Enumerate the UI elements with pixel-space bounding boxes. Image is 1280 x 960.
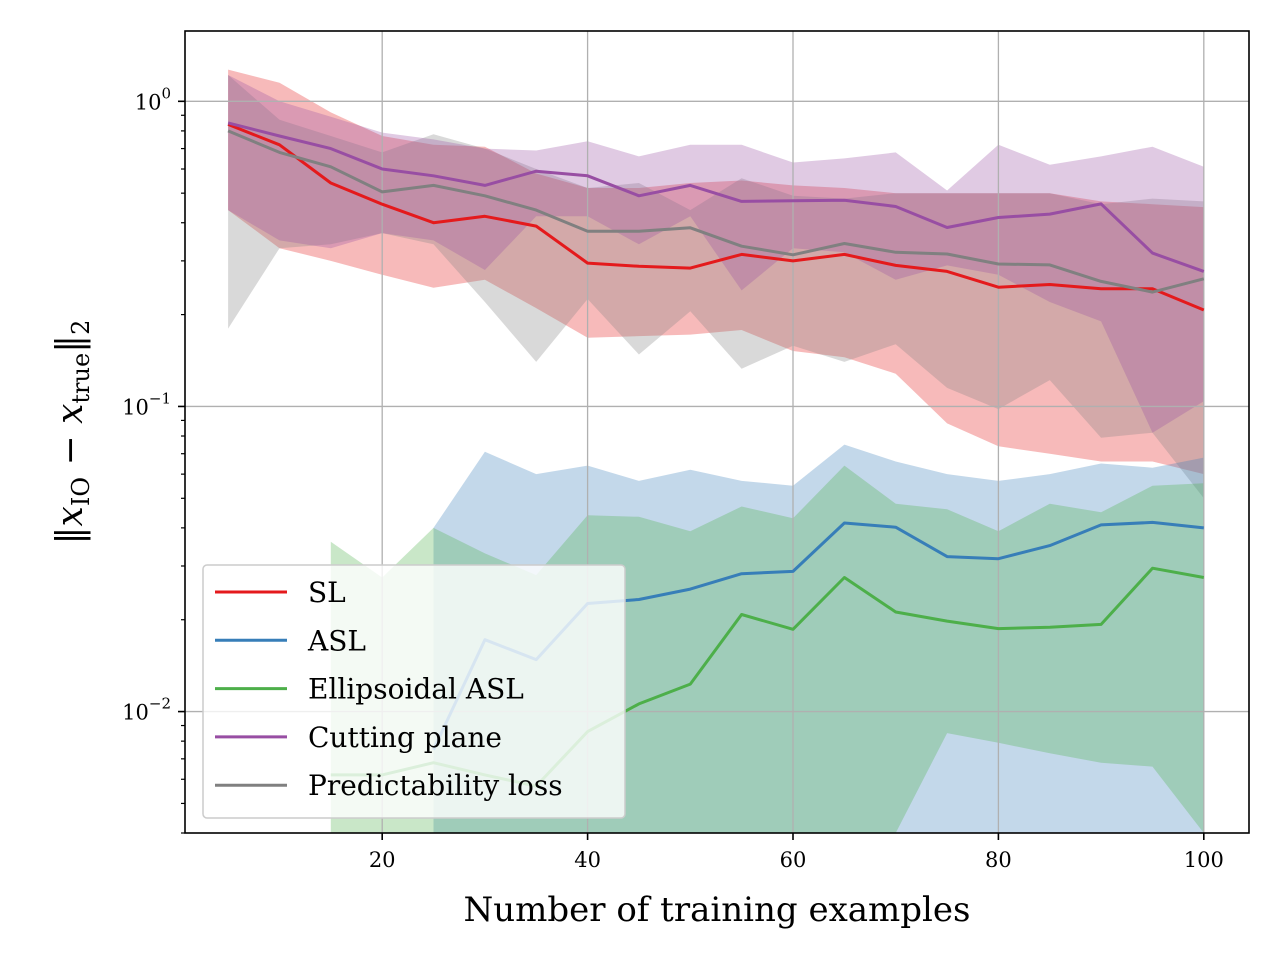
plot-frame bbox=[184, 30, 1250, 834]
ylabel-norm-open: ‖ bbox=[50, 526, 91, 544]
line-sl bbox=[227, 123, 1205, 312]
band-predictability-loss bbox=[228, 75, 1204, 499]
ylabel-sub-io: IO bbox=[67, 477, 95, 506]
band-cutting-plane bbox=[228, 75, 1204, 433]
legend-label-sl: SL bbox=[308, 576, 346, 609]
legend-label-predictability-loss: Predictability loss bbox=[308, 769, 563, 802]
x-axis-ticks: 20 40 60 80 100 bbox=[369, 833, 1224, 872]
x-tick-label-60: 60 bbox=[780, 848, 807, 872]
line-predictability-loss bbox=[227, 129, 1205, 294]
legend-label-ellipsoidal-asl: Ellipsoidal ASL bbox=[308, 673, 524, 706]
series-lines bbox=[227, 121, 1205, 788]
band-asl bbox=[433, 444, 1204, 833]
legend: SL ASL Ellipsoidal ASL Cutting plane Predict… bbox=[202, 564, 626, 819]
y-tick-label-−1: 10−1 bbox=[122, 389, 171, 419]
x-tick-label-80: 80 bbox=[985, 848, 1012, 872]
x-tick-label-40: 40 bbox=[574, 848, 601, 872]
legend-box bbox=[202, 564, 626, 819]
ylabel-sub-norm: 2 bbox=[67, 320, 95, 335]
y-axis-title: ‖xIO − xtrue‖2 bbox=[50, 320, 95, 545]
ylabel-sub-true: true bbox=[67, 353, 95, 404]
legend-label-cutting-plane: Cutting plane bbox=[308, 721, 502, 754]
legend-label-asl: ASL bbox=[307, 624, 366, 657]
line-cutting-plane bbox=[227, 121, 1205, 273]
y-axis-ticks: 100 10−1 10−2 bbox=[122, 84, 185, 834]
ylabel-var-x-true: x bbox=[50, 404, 91, 424]
grid-lines bbox=[185, 31, 1249, 833]
ylabel-norm-close: ‖ bbox=[50, 335, 91, 353]
ylabel-var-x-io: x bbox=[50, 506, 91, 526]
x-tick-label-20: 20 bbox=[369, 848, 396, 872]
x-axis-title: Number of training examples bbox=[463, 890, 970, 930]
y-tick-label-−2: 10−2 bbox=[122, 695, 171, 725]
x-tick-label-100: 100 bbox=[1184, 848, 1224, 872]
ylabel-minus: − bbox=[50, 424, 91, 477]
band-sl bbox=[228, 69, 1204, 475]
y-tick-label-0: 100 bbox=[135, 84, 171, 114]
